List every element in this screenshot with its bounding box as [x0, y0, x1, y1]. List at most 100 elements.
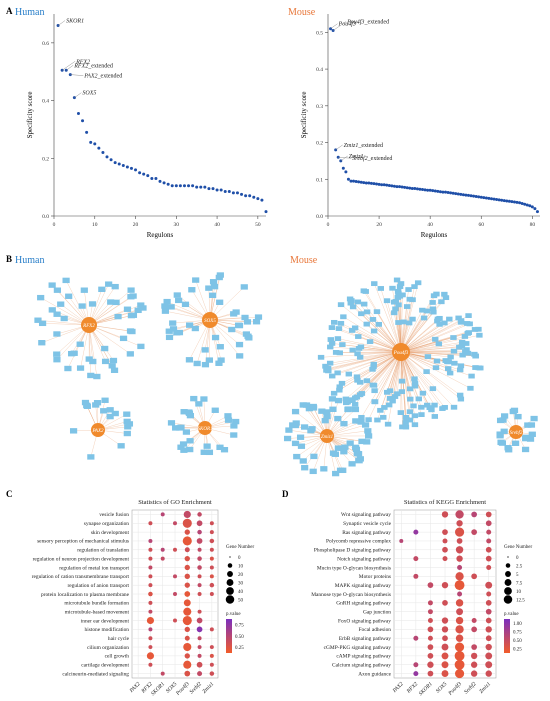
enrichment-dot: [441, 511, 449, 518]
gene-node: [339, 342, 346, 348]
data-point: [523, 202, 527, 206]
enrichment-dot: [485, 643, 492, 651]
y-category-label: Gap junction: [363, 609, 391, 615]
hub-node: [198, 421, 212, 435]
x-category-label: SKOR1: [418, 681, 434, 697]
data-point: [528, 204, 532, 208]
hub-label: RFX2: [82, 324, 95, 329]
gene-node: [451, 360, 458, 366]
size-legend-label: 10: [238, 564, 244, 569]
enrichment-dot: [455, 510, 464, 519]
gene-node: [216, 299, 224, 305]
data-point: [138, 171, 142, 175]
annotation-leader: [74, 92, 82, 98]
gene-node: [438, 299, 445, 305]
gene-node: [235, 322, 244, 329]
gene-node: [137, 302, 145, 308]
enrichment-dot: [486, 591, 492, 597]
data-point: [357, 180, 361, 184]
enrichment-dot: [183, 660, 192, 669]
gene-node: [291, 422, 299, 429]
enrichment-dot: [148, 609, 153, 614]
gene-node: [424, 354, 432, 360]
gene-node: [352, 444, 360, 451]
data-point: [525, 203, 529, 207]
enrichment-dot: [182, 615, 192, 626]
y-tick-label: 0.5: [316, 30, 323, 36]
enrichment-dot: [148, 662, 153, 667]
network-edge: [368, 351, 402, 420]
gene-node: [161, 308, 170, 314]
gene-node: [500, 428, 508, 435]
data-point: [134, 168, 138, 172]
data-point: [438, 190, 442, 194]
gene-node: [182, 429, 191, 435]
gene-node: [169, 320, 177, 326]
enrichment-dot: [427, 600, 433, 606]
gene-node: [101, 397, 109, 403]
enrichment-dot: [485, 626, 492, 633]
gene-node: [391, 394, 399, 399]
enrichment-dot: [471, 644, 478, 650]
y-tick-label: 0.0: [316, 214, 323, 220]
gene-node: [167, 420, 176, 426]
gene-node: [48, 307, 56, 313]
data-point: [101, 151, 105, 155]
gene-node: [433, 291, 440, 297]
gene-node: [458, 339, 466, 345]
network-edge: [337, 351, 402, 374]
data-point: [85, 130, 89, 134]
data-point: [492, 197, 496, 201]
enrichment-dot: [146, 616, 155, 625]
gene-node: [496, 433, 504, 439]
gene-node: [530, 415, 538, 422]
gene-node: [230, 423, 238, 429]
data-point: [244, 194, 248, 198]
enrichment-dot: [427, 670, 434, 677]
gene-node: [175, 297, 183, 304]
hub-node: [91, 423, 105, 437]
gene-node: [321, 417, 329, 424]
network-edge: [400, 343, 467, 353]
data-point: [392, 184, 396, 188]
gene-node: [129, 312, 138, 318]
enrichment-dot: [456, 520, 463, 527]
network-edge: [400, 351, 471, 389]
gene-node: [465, 330, 472, 336]
data-point: [252, 195, 256, 199]
gene-node: [325, 368, 332, 374]
data-point: [256, 197, 260, 201]
size-legend-dot: [229, 556, 231, 558]
network-edge: [65, 280, 90, 326]
hub-node: [392, 343, 410, 361]
enrichment-dot: [471, 573, 478, 580]
panel-a-mouse-title: Mouse: [288, 7, 316, 18]
enrichment-dot: [471, 626, 478, 633]
gene-node: [76, 365, 85, 371]
gene-node: [432, 336, 439, 342]
gene-node: [38, 320, 47, 327]
gene-node: [389, 285, 396, 291]
gene-node: [309, 468, 317, 475]
x-tick-label: 80: [530, 222, 536, 228]
gene-node: [370, 361, 377, 367]
x-category-label: PAX2: [391, 681, 405, 695]
data-point: [382, 183, 386, 187]
gene-node: [441, 405, 448, 410]
size-legend-title: Gene Number: [226, 545, 255, 550]
gene-node: [211, 407, 219, 413]
gene-node: [347, 300, 354, 306]
data-point: [331, 29, 335, 33]
gene-node: [64, 365, 72, 372]
enrichment-dot: [197, 645, 202, 650]
data-point: [142, 172, 146, 176]
gene-node: [390, 299, 398, 305]
hub-label: SOX5: [204, 319, 216, 324]
data-point: [191, 184, 195, 188]
data-point: [359, 180, 363, 184]
hub-label: SKOR1: [198, 427, 213, 432]
data-point: [507, 199, 511, 203]
enrichment-dot: [209, 645, 214, 650]
enrichment-dot: [442, 599, 448, 606]
x-axis-label: Regulons: [421, 231, 448, 239]
